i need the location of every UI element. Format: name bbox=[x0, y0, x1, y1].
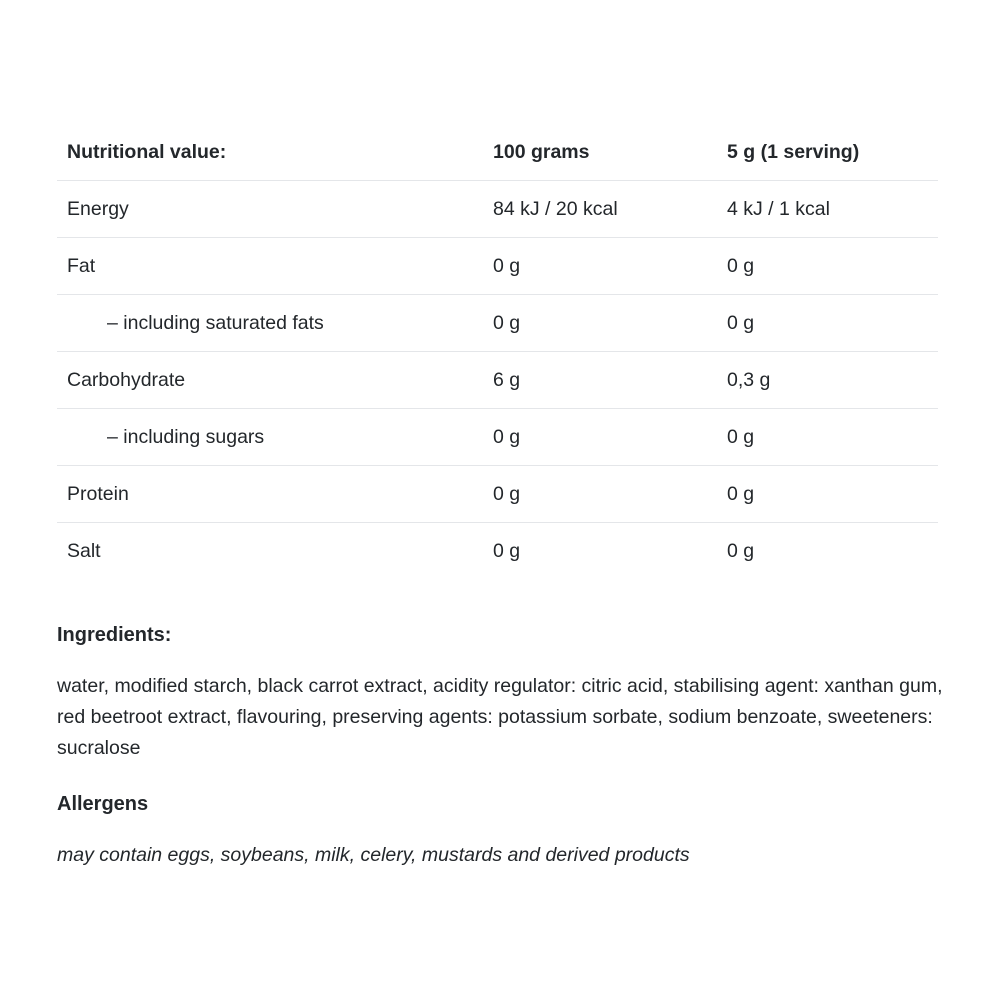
header-per-100-grams: 100 grams bbox=[493, 140, 590, 163]
value-per-100g: 0 g bbox=[493, 482, 521, 505]
nutrient-label: Carbohydrate bbox=[67, 368, 186, 391]
nutrition-row: – including saturated fats 0 g 0 g bbox=[57, 295, 938, 352]
value-per-serving: 0 g bbox=[727, 311, 755, 334]
header-per-serving: 5 g (1 serving) bbox=[727, 140, 860, 163]
value-per-serving: 4 kJ / 1 kcal bbox=[727, 197, 830, 220]
value-per-100g: 0 g bbox=[493, 311, 521, 334]
allergens-section: Allergens may contain eggs, soybeans, mi… bbox=[57, 790, 947, 869]
value-per-100g: 0 g bbox=[493, 425, 521, 448]
nutrient-label: – including saturated fats bbox=[107, 311, 324, 334]
nutrient-label: Protein bbox=[67, 482, 129, 505]
ingredients-text: water, modified starch, black carrot ext… bbox=[57, 675, 943, 759]
nutrient-label: Salt bbox=[67, 539, 101, 562]
value-per-serving: 0 g bbox=[727, 425, 755, 448]
value-per-100g: 84 kJ / 20 kcal bbox=[493, 197, 618, 220]
value-per-serving: 0 g bbox=[727, 254, 755, 277]
nutrition-table: Nutritional value: 100 grams 5 g (1 serv… bbox=[57, 124, 938, 579]
value-per-serving: 0 g bbox=[727, 539, 755, 562]
value-per-serving: 0 g bbox=[727, 482, 755, 505]
value-per-100g: 0 g bbox=[493, 254, 521, 277]
nutrition-row: Fat 0 g 0 g bbox=[57, 238, 938, 295]
value-per-100g: 6 g bbox=[493, 368, 521, 391]
allergens-text: may contain eggs, soybeans, milk, celery… bbox=[57, 844, 690, 866]
nutrition-row: Carbohydrate 6 g 0,3 g bbox=[57, 352, 938, 409]
value-per-serving: 0,3 g bbox=[727, 368, 771, 391]
nutrition-row: Protein 0 g 0 g bbox=[57, 466, 938, 523]
ingredients-heading: Ingredients: bbox=[57, 624, 172, 646]
nutrition-row: Energy 84 kJ / 20 kcal 4 kJ / 1 kcal bbox=[57, 181, 938, 238]
nutrition-table-header-row: Nutritional value: 100 grams 5 g (1 serv… bbox=[57, 124, 938, 181]
header-nutritional-value: Nutritional value: bbox=[67, 140, 227, 163]
allergens-heading: Allergens bbox=[57, 793, 149, 815]
nutrition-table-body: Energy 84 kJ / 20 kcal 4 kJ / 1 kcal Fat 0 g… bbox=[57, 181, 938, 579]
nutrition-row: – including sugars 0 g 0 g bbox=[57, 409, 938, 466]
value-per-100g: 0 g bbox=[493, 539, 521, 562]
nutrient-label: – including sugars bbox=[107, 425, 265, 448]
nutrient-label: Energy bbox=[67, 197, 129, 220]
ingredients-section: Ingredients: water, modified starch, bla… bbox=[57, 621, 947, 764]
nutrition-row: Salt 0 g 0 g bbox=[57, 523, 938, 579]
nutrient-label: Fat bbox=[67, 254, 96, 277]
